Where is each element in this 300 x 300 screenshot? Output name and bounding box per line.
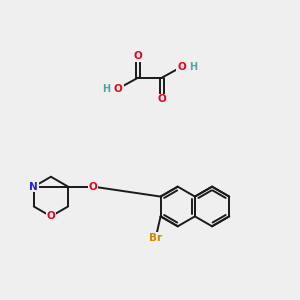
Text: N: N bbox=[29, 182, 38, 192]
Text: O: O bbox=[46, 212, 55, 221]
Text: O: O bbox=[114, 84, 123, 94]
Text: O: O bbox=[134, 51, 142, 61]
Text: H: H bbox=[102, 84, 110, 94]
Text: Br: Br bbox=[149, 233, 162, 243]
Text: O: O bbox=[158, 94, 166, 104]
Text: O: O bbox=[89, 182, 98, 192]
Text: O: O bbox=[177, 62, 186, 72]
Text: H: H bbox=[190, 62, 198, 72]
